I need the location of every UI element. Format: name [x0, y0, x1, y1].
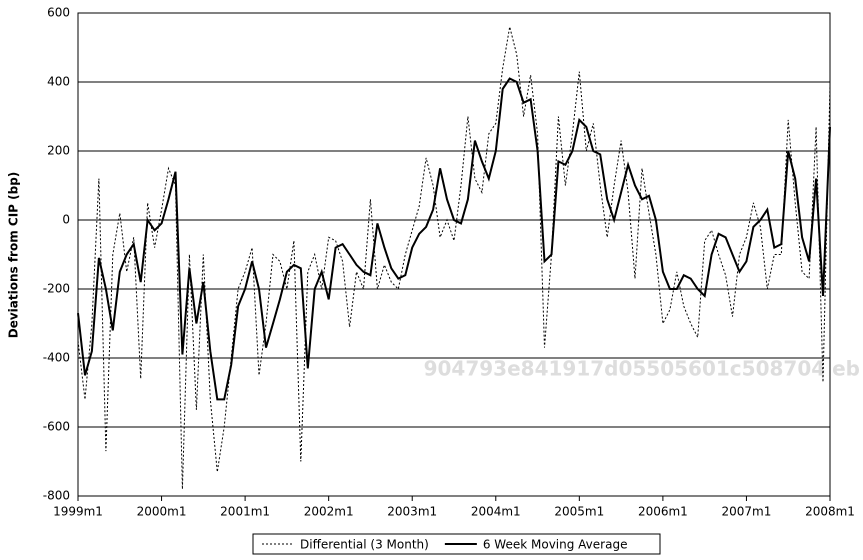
legend-label: Differential (3 Month)	[300, 538, 429, 552]
y-tick-label: -200	[43, 282, 70, 296]
x-tick-label: 2004m1	[471, 505, 521, 519]
y-tick-label: -800	[43, 489, 70, 503]
y-tick-label: -600	[43, 420, 70, 434]
x-tick-label: 2005m1	[554, 505, 604, 519]
legend-label: 6 Week Moving Average	[483, 538, 628, 552]
y-tick-label: 600	[47, 6, 70, 20]
y-tick-label: 0	[62, 213, 70, 227]
x-tick-label: 2001m1	[220, 505, 270, 519]
x-tick-label: 2000m1	[137, 505, 187, 519]
x-tick-label: 2002m1	[304, 505, 354, 519]
x-tick-label: 1999m1	[53, 505, 103, 519]
x-tick-label: 2006m1	[638, 505, 688, 519]
y-tick-label: 200	[47, 144, 70, 158]
series-line	[77, 26, 831, 490]
watermark: 904793e841917d05505601c508704 eb	[424, 357, 860, 381]
plot-frame	[77, 12, 831, 497]
y-axis-label: Deviations from CIP (bp)	[7, 172, 21, 339]
y-tick-label: 400	[47, 75, 70, 89]
series-line	[77, 77, 831, 401]
x-tick-label: 2003m1	[387, 505, 437, 519]
x-tick-label: 2008m1	[805, 505, 855, 519]
y-tick-label: -400	[43, 351, 70, 365]
x-tick-label: 2007m1	[722, 505, 772, 519]
